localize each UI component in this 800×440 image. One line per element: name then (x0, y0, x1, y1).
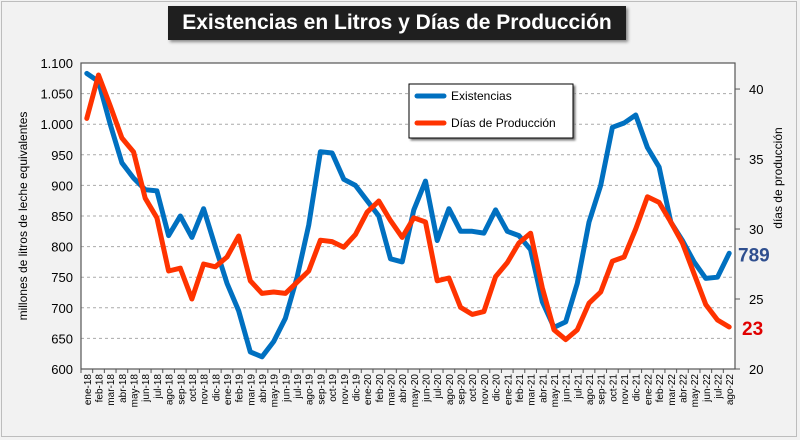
x-tick-label: ene-18 (83, 374, 94, 406)
x-tick-label: jul-21 (573, 374, 584, 400)
y-axis-title: millones de litros de leche equivalentes (16, 112, 30, 321)
x-tick-label: feb-22 (655, 374, 666, 403)
legend-label: Días de Producción (451, 116, 556, 130)
x-tick-label: ene-22 (643, 374, 654, 406)
data-label-existencias: 789 (738, 245, 770, 266)
x-tick-label: nov-19 (340, 374, 351, 405)
x-tick-label: abr-18 (118, 374, 129, 403)
x-tick-label: oct-21 (608, 374, 619, 402)
legend-label: Existencias (451, 89, 512, 103)
y-tick-label: 750 (51, 270, 73, 285)
series-line-existencias (84, 70, 732, 360)
x-tick-label: ene-19 (223, 374, 234, 406)
x-tick-label: feb-19 (235, 374, 246, 403)
x-tick-label: sep-19 (316, 374, 327, 405)
x-tick-label: ago-22 (725, 374, 736, 406)
y2-tick-label: 25 (749, 292, 763, 307)
y-tick-label: 850 (51, 209, 73, 224)
y2-tick-label: 35 (749, 152, 763, 167)
x-tick-label: mar-22 (667, 374, 678, 406)
data-label-dias: 23 (742, 319, 763, 340)
x-tick-label: feb-20 (375, 374, 386, 403)
x-tick-label: nov-18 (200, 374, 211, 405)
x-tick-label: may-22 (690, 374, 701, 408)
y2-tick-label: 40 (749, 82, 763, 97)
y-tick-label: 1.100 (40, 56, 73, 71)
y-tick-label: 650 (51, 331, 73, 346)
x-tick-label: nov-21 (620, 374, 631, 405)
x-tick-label: abr-22 (678, 374, 689, 403)
y-tick-label: 1.000 (40, 117, 73, 132)
x-tick-label: jun-19 (281, 374, 292, 403)
series-line-dias-produccion (84, 72, 732, 343)
y2-tick-label: 30 (749, 222, 763, 237)
x-tick-label: mar-19 (246, 374, 257, 406)
x-tick-label: mar-21 (527, 374, 538, 406)
x-tick-label: jul-18 (153, 374, 164, 400)
x-tick-label: may-21 (550, 374, 561, 408)
x-tick-label: ene-20 (363, 374, 374, 406)
y-tick-label: 600 (51, 362, 73, 377)
y-tick-label: 900 (51, 178, 73, 193)
x-tick-label: feb-21 (515, 374, 526, 403)
x-tick-label: jul-22 (713, 374, 724, 400)
x-tick-label: may-18 (130, 374, 141, 408)
x-tick-label: oct-18 (188, 374, 199, 402)
y-tick-label: 700 (51, 301, 73, 316)
chart-title: Existencias en Litros y Días de Producci… (168, 6, 626, 40)
x-tick-label: sep-20 (457, 374, 468, 405)
x-tick-label: oct-19 (328, 374, 339, 402)
x-tick-label: feb-18 (95, 374, 106, 403)
x-tick-label: ago-21 (585, 374, 596, 406)
x-tick-label: ago-20 (445, 374, 456, 406)
x-tick-label: mar-18 (106, 374, 117, 406)
x-tick-label: jun-20 (422, 374, 433, 403)
legend-box (408, 83, 574, 139)
y-tick-label: 950 (51, 148, 73, 163)
x-tick-label: dic-21 (632, 374, 643, 402)
y2-tick-label: 20 (749, 362, 763, 377)
x-tick-label: abr-21 (538, 374, 549, 403)
y-tick-label: 800 (51, 240, 73, 255)
y-tick-label: 1.050 (40, 87, 73, 102)
x-tick-label: mar-20 (386, 374, 397, 406)
x-tick-label: sep-21 (597, 374, 608, 405)
y2-axis-title: días de producción (771, 127, 785, 228)
x-tick-label: jul-19 (293, 374, 304, 400)
x-tick-label: may-19 (270, 374, 281, 408)
x-tick-label: sep-18 (176, 374, 187, 405)
x-tick-label: may-20 (410, 374, 421, 408)
x-tick-label: abr-19 (258, 374, 269, 403)
x-tick-label: jul-20 (433, 374, 444, 400)
x-tick-label: dic-18 (211, 374, 222, 402)
x-tick-label: ago-19 (305, 374, 316, 406)
x-tick-label: jun-22 (702, 374, 713, 403)
x-tick-label: ene-21 (503, 374, 514, 406)
x-tick-label: dic-20 (492, 374, 503, 402)
x-tick-label: ago-18 (165, 374, 176, 406)
x-tick-label: dic-19 (351, 374, 362, 402)
x-tick-label: abr-20 (398, 374, 409, 403)
x-tick-label: jun-21 (562, 374, 573, 403)
x-tick-label: nov-20 (480, 374, 491, 405)
x-tick-label: oct-20 (468, 374, 479, 402)
x-tick-label: jun-18 (141, 374, 152, 403)
